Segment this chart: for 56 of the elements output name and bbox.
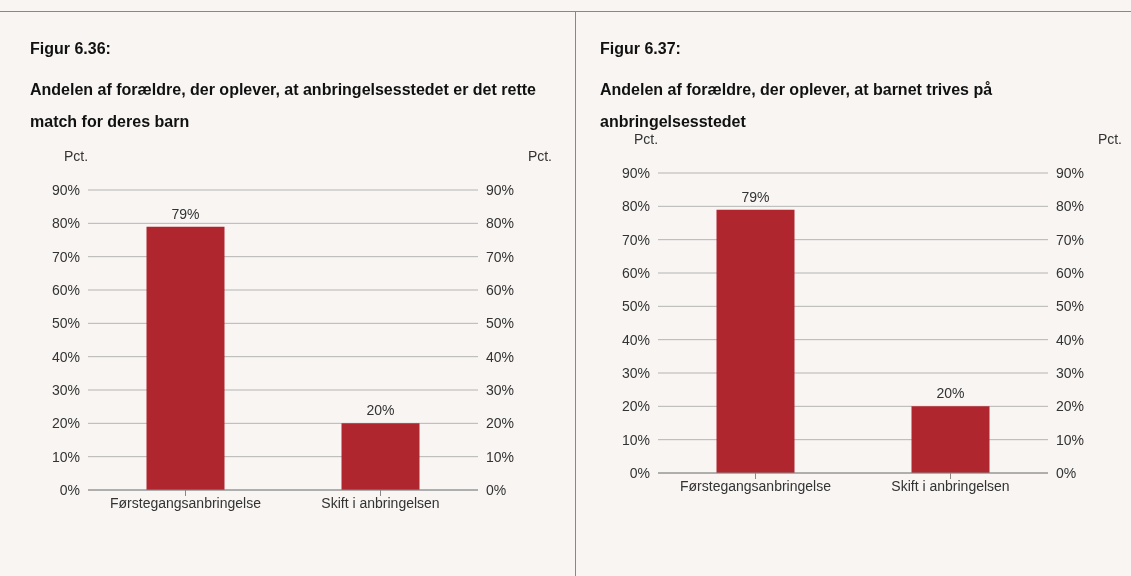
chart-title: Figur 6.37: bbox=[600, 40, 681, 58]
y2-tick-label: 10% bbox=[1056, 431, 1085, 448]
y2-axis-title: Pct. bbox=[527, 148, 552, 164]
y-tick-label: 60% bbox=[621, 264, 650, 281]
y2-tick-label: 80% bbox=[486, 215, 515, 232]
data-label: 20% bbox=[366, 402, 395, 419]
x-tick-label: Skift i anbringelsen bbox=[891, 477, 1010, 494]
y2-tick-label: 40% bbox=[1056, 331, 1085, 348]
y2-tick-label: 80% bbox=[1056, 198, 1085, 215]
y-tick-label: 40% bbox=[51, 348, 80, 365]
chart-title: Figur 6.36: bbox=[30, 40, 111, 58]
y2-tick-label: 40% bbox=[486, 348, 515, 365]
y2-tick-label: 60% bbox=[486, 281, 515, 298]
chart-subtitle: Andelen af forældre, der oplever, at anbringelsesstedet er det rette match for deres barn bbox=[30, 80, 537, 132]
data-label: 79% bbox=[741, 188, 770, 205]
y-tick-label: 20% bbox=[621, 398, 650, 415]
data-label: 20% bbox=[936, 385, 965, 402]
y-tick-label: 80% bbox=[621, 198, 650, 215]
y-tick-label: 30% bbox=[51, 381, 80, 398]
y-tick-label: 50% bbox=[51, 315, 80, 332]
y2-tick-label: 10% bbox=[486, 448, 515, 465]
y2-tick-label: 50% bbox=[1056, 298, 1085, 315]
x-tick-label: Førstegangsanbringelse bbox=[110, 494, 262, 511]
chart-subtitle: Andelen af forældre, der oplever, at barnet trives på anbringelsesstedet bbox=[600, 81, 993, 130]
y2-tick-label: 60% bbox=[1056, 264, 1085, 281]
y-tick-label: 0% bbox=[59, 481, 80, 498]
y-tick-label: 10% bbox=[621, 431, 650, 448]
x-tick-label: Førstegangsanbringelse bbox=[680, 477, 832, 494]
y-axis-title: Pct. bbox=[64, 148, 89, 164]
y2-tick-label: 0% bbox=[486, 481, 507, 498]
y-tick-label: 50% bbox=[621, 298, 650, 315]
y-tick-label: 90% bbox=[51, 181, 80, 198]
y-tick-label: 90% bbox=[621, 164, 650, 181]
y2-tick-label: 20% bbox=[1056, 398, 1085, 415]
y2-tick-label: 30% bbox=[486, 381, 515, 398]
y-axis-title: Pct. bbox=[634, 131, 659, 147]
y-tick-label: 70% bbox=[621, 231, 650, 248]
y-tick-label: 0% bbox=[629, 464, 650, 481]
y2-tick-label: 70% bbox=[486, 248, 515, 265]
y2-tick-label: 90% bbox=[1056, 164, 1085, 181]
y-tick-label: 70% bbox=[51, 248, 80, 265]
data-label: 79% bbox=[171, 205, 200, 222]
y2-tick-label: 90% bbox=[486, 181, 515, 198]
y2-tick-label: 20% bbox=[486, 415, 515, 432]
y2-axis-title: Pct. bbox=[1097, 131, 1122, 147]
y2-tick-label: 30% bbox=[1056, 364, 1085, 381]
y-tick-label: 20% bbox=[51, 415, 80, 432]
y-tick-label: 80% bbox=[51, 215, 80, 232]
y-tick-label: 10% bbox=[51, 448, 80, 465]
y2-tick-label: 50% bbox=[486, 315, 515, 332]
y2-tick-label: 70% bbox=[1056, 231, 1085, 248]
y-tick-label: 60% bbox=[51, 281, 80, 298]
y-tick-label: 40% bbox=[621, 331, 650, 348]
x-tick-label: Skift i anbringelsen bbox=[321, 494, 440, 511]
y2-tick-label: 0% bbox=[1056, 464, 1077, 481]
y-tick-label: 30% bbox=[621, 364, 650, 381]
